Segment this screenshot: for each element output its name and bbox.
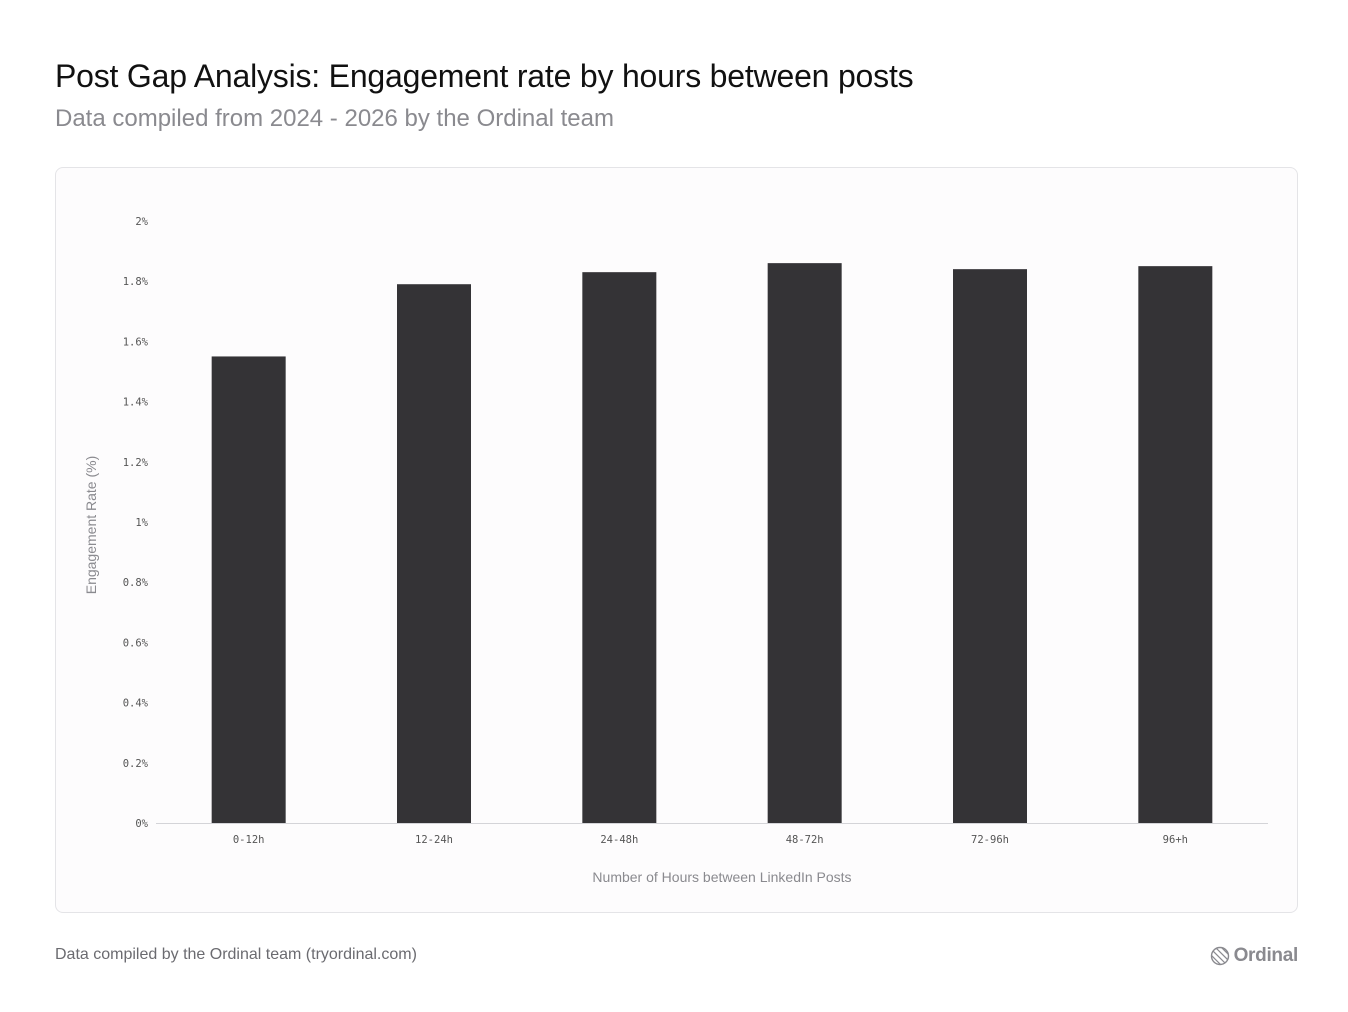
bar-series (211, 263, 1213, 824)
y-axis-ticks: 0% 0.2% 0.4% 0.6% 0.8% 1% 1.2% 1.4% 1.6% 1.8% 2% (123, 216, 149, 830)
y-tick-label: 1.8% (123, 276, 149, 288)
x-axis-title: Number of Hours between LinkedIn Posts (592, 869, 851, 885)
chart-title: Post Gap Analysis: Engagement rate by ho… (55, 58, 914, 94)
y-tick-label: 2% (135, 216, 148, 228)
y-tick-label: 1.2% (123, 457, 149, 469)
y-tick-label: 0.8% (123, 577, 149, 589)
chart-card: 0% 0.2% 0.4% 0.6% 0.8% 1% 1.2% 1.4% 1.6% 1.8% 2% 0… (55, 167, 1298, 913)
x-tick-label: 48-72h (786, 834, 824, 846)
bar-24-48h (582, 272, 657, 823)
chart-subtitle: Data compiled from 2024 - 2026 by the Or… (55, 105, 614, 132)
y-tick-label: 0% (135, 818, 148, 830)
y-tick-label: 0.6% (123, 637, 149, 649)
y-tick-label: 1.4% (123, 397, 149, 409)
x-tick-label: 0-12h (233, 834, 265, 846)
y-axis-title: Engagement Rate (%) (83, 456, 99, 595)
x-tick-label: 96+h (1163, 834, 1188, 846)
bar-72-96h (953, 269, 1027, 823)
footer-note: Data compiled by the Ordinal team (tryor… (55, 946, 417, 963)
brand-name: Ordinal (1233, 945, 1299, 966)
bar-12-24h (397, 284, 471, 824)
x-tick-label: 12-24h (415, 834, 453, 846)
bar-chart: 0% 0.2% 0.4% 0.6% 0.8% 1% 1.2% 1.4% 1.6% 1.8% 2% 0… (83, 216, 1268, 885)
y-tick-label: 0.4% (123, 698, 149, 710)
x-tick-label: 72-96h (971, 834, 1009, 846)
y-tick-label: 0.2% (123, 758, 149, 770)
x-axis-ticks: 0-12h 12-24h 24-48h 48-72h 72-96h 96+h (233, 834, 1188, 846)
y-tick-label: 1% (135, 517, 148, 529)
bar-48-72h (767, 263, 842, 823)
bar-0-12h (211, 356, 286, 823)
bar-96+h (1138, 266, 1213, 823)
x-tick-label: 24-48h (600, 834, 638, 846)
y-tick-label: 1.6% (123, 336, 149, 348)
ordinal-logo-icon (1210, 946, 1229, 966)
brand-logo: Ordinal (1210, 945, 1298, 967)
